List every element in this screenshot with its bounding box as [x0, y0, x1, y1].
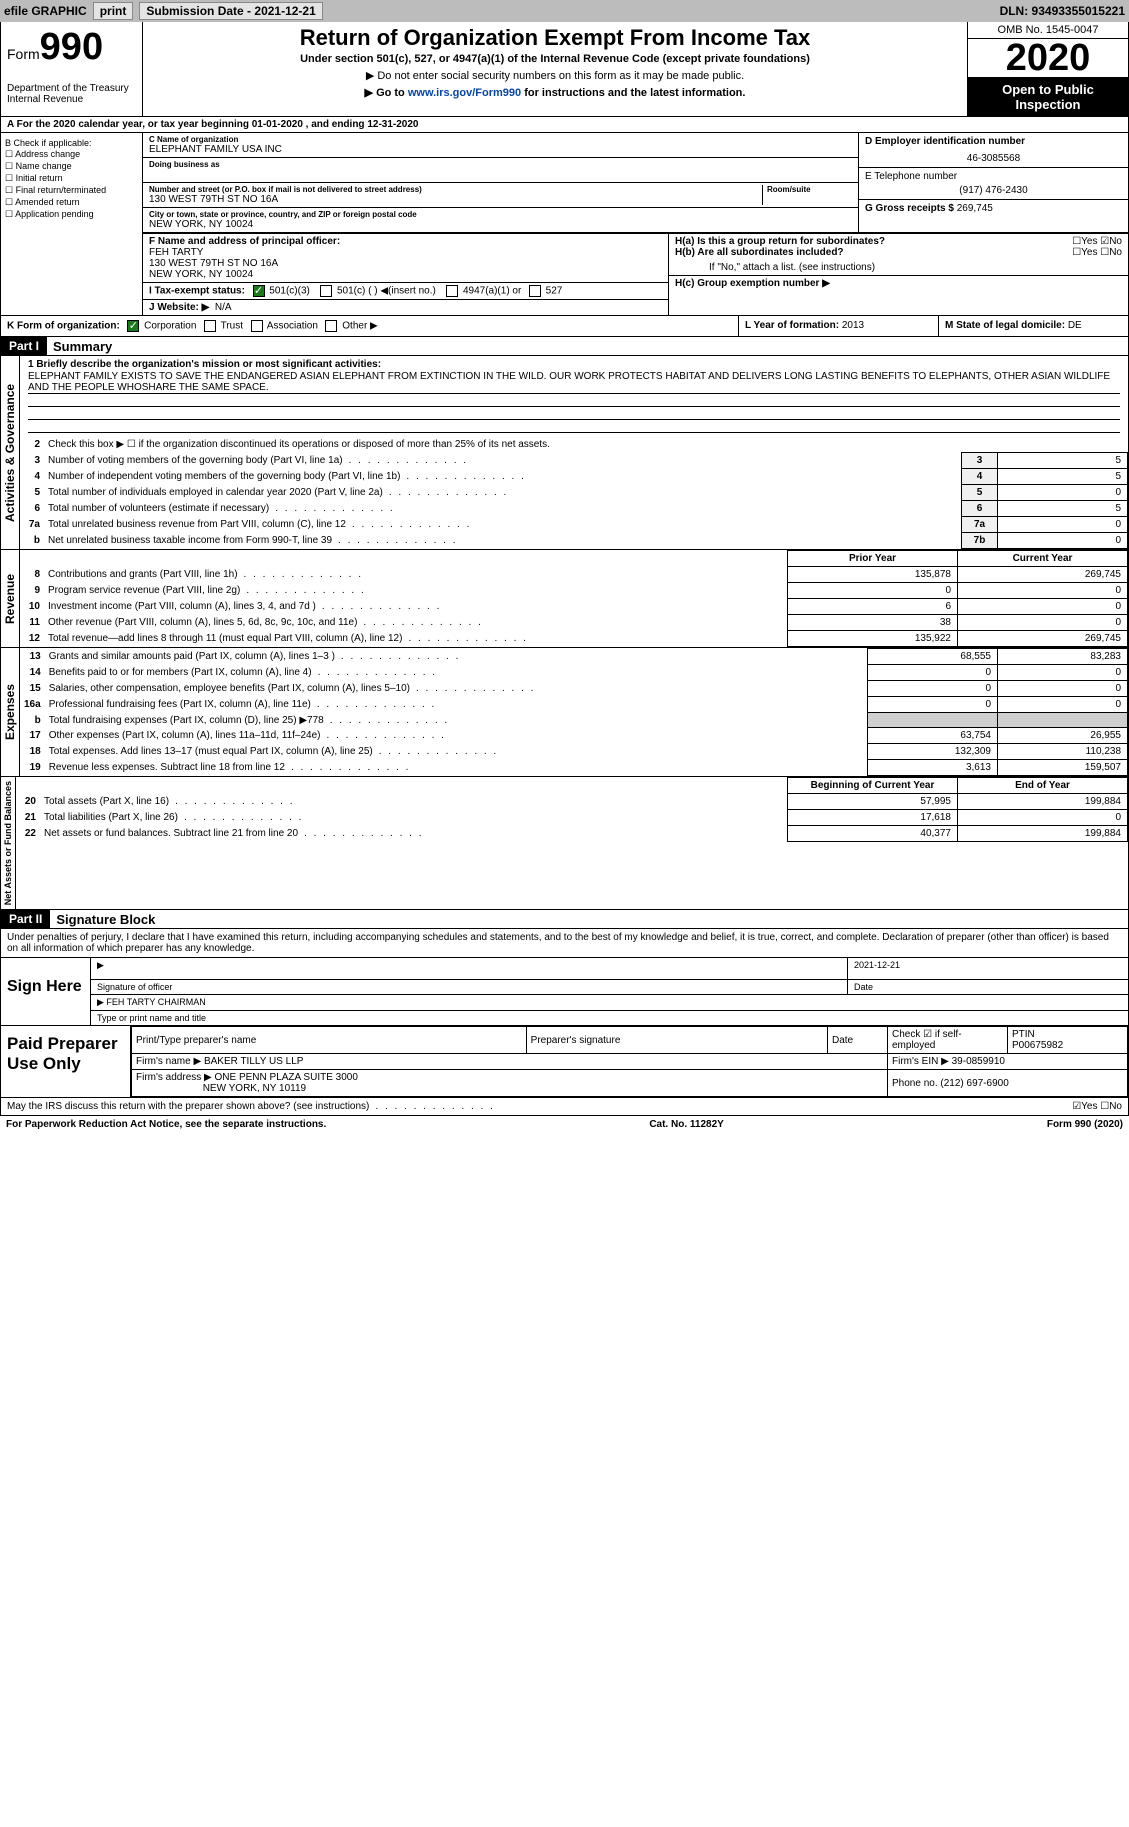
firm-name: BAKER TILLY US LLP — [204, 1056, 304, 1067]
efile-label: efile GRAPHIC — [4, 4, 87, 18]
row-m: M State of legal domicile: DE — [938, 316, 1128, 336]
sig-officer-name: FEH TARTY CHAIRMAN — [106, 997, 205, 1007]
col-b-header: B Check if applicable: — [5, 138, 138, 148]
prep-selfemployed[interactable]: Check ☑ if self-employed — [888, 1027, 1008, 1054]
topbar: efile GRAPHIC print Submission Date - 20… — [0, 0, 1129, 22]
chk-corp[interactable]: ✓ — [127, 320, 139, 332]
open-to-public: Open to Public Inspection — [968, 78, 1128, 116]
firm-phone: (212) 697-6900 — [940, 1078, 1008, 1089]
footer: For Paperwork Reduction Act Notice, see … — [0, 1116, 1129, 1133]
tax-year: 2020 — [968, 39, 1128, 78]
street-address: 130 WEST 79TH ST NO 16A — [149, 194, 762, 205]
ptin: P00675982 — [1012, 1040, 1063, 1051]
form-number: 990 — [40, 26, 103, 68]
prep-name-h: Print/Type preparer's name — [132, 1027, 527, 1054]
netassets-table: Beginning of Current YearEnd of Year20To… — [16, 777, 1128, 842]
chk-other[interactable] — [325, 320, 337, 332]
part-ii-header: Part II — [1, 910, 50, 928]
row-i-tax-exempt: I Tax-exempt status: ✓ 501(c)(3) 501(c) … — [143, 283, 668, 300]
city-state-zip: NEW YORK, NY 10024 — [149, 219, 852, 230]
dln: DLN: 93493355015221 — [1000, 4, 1125, 18]
org-name: ELEPHANT FAMILY USA INC — [149, 144, 852, 155]
mission-text: ELEPHANT FAMILY EXISTS TO SAVE THE ENDAN… — [28, 371, 1120, 394]
col-b-checkboxes: B Check if applicable: ☐ Address change … — [1, 133, 143, 315]
chk-address-change[interactable]: ☐ Address change — [5, 149, 138, 160]
may-discuss: May the IRS discuss this return with the… — [7, 1101, 495, 1112]
prep-sig-h: Preparer's signature — [526, 1027, 827, 1054]
chk-final-return[interactable]: ☐ Final return/terminated — [5, 185, 138, 196]
chk-initial-return[interactable]: ☐ Initial return — [5, 173, 138, 184]
form-title: Return of Organization Exempt From Incom… — [151, 25, 959, 51]
h-a: H(a) Is this a group return for subordin… — [675, 236, 885, 247]
governance-table: 2Check this box ▶ ☐ if the organization … — [20, 437, 1128, 549]
vlabel-expenses: Expenses — [1, 648, 20, 776]
h-b: H(b) Are all subordinates included? — [675, 247, 844, 258]
part-i-title: Summary — [47, 339, 112, 354]
chk-527[interactable] — [529, 285, 541, 297]
officer-name: FEH TARTY — [149, 247, 203, 258]
vlabel-revenue: Revenue — [1, 550, 20, 647]
expenses-table: 13Grants and similar amounts paid (Part … — [20, 648, 1128, 776]
revenue-table: Prior YearCurrent Year8Contributions and… — [20, 550, 1128, 647]
may-discuss-answer[interactable]: ☑Yes ☐No — [1072, 1101, 1122, 1112]
firm-ein: 39-0859910 — [952, 1056, 1005, 1067]
vlabel-governance: Activities & Governance — [1, 356, 20, 549]
sign-here-label: Sign Here — [1, 958, 91, 1025]
no-ssn-notice: ▶ Do not enter social security numbers o… — [151, 69, 959, 82]
h-b-answer[interactable]: ☐Yes ☐No — [1072, 247, 1122, 258]
telephone: (917) 476-2430 — [865, 185, 1122, 196]
ein: 46-3085568 — [865, 153, 1122, 164]
row-l: L Year of formation: 2013 — [738, 316, 938, 336]
submission-date: Submission Date - 2021-12-21 — [139, 2, 322, 20]
form-header: Form990 Department of the Treasury Inter… — [0, 22, 1129, 117]
firm-address: ONE PENN PLAZA SUITE 3000 — [215, 1072, 358, 1083]
chk-name-change[interactable]: ☐ Name change — [5, 161, 138, 172]
dept-treasury: Department of the Treasury Internal Reve… — [7, 83, 136, 105]
chk-4947[interactable] — [446, 285, 458, 297]
chk-app-pending[interactable]: ☐ Application pending — [5, 209, 138, 220]
vlabel-netassets: Net Assets or Fund Balances — [1, 777, 16, 909]
h-a-answer[interactable]: ☐Yes ☑No — [1072, 236, 1122, 247]
row-k: K Form of organization: ✓ Corporation Tr… — [1, 316, 738, 336]
identity-block: B Check if applicable: ☐ Address change … — [0, 133, 1129, 316]
paid-preparer-label: Paid Preparer Use Only — [1, 1026, 131, 1097]
h-b-note: If "No," attach a list. (see instruction… — [669, 260, 1128, 276]
prep-date-h: Date — [828, 1027, 888, 1054]
signature-declaration: Under penalties of perjury, I declare th… — [0, 929, 1129, 958]
chk-amended[interactable]: ☐ Amended return — [5, 197, 138, 208]
chk-501c[interactable] — [320, 285, 332, 297]
row-j-website: J Website: ▶ N/A — [143, 300, 668, 315]
chk-trust[interactable] — [204, 320, 216, 332]
print-button[interactable]: print — [93, 2, 134, 20]
chk-assoc[interactable] — [251, 320, 263, 332]
part-i-header: Part I — [1, 337, 47, 355]
h-c: H(c) Group exemption number ▶ — [675, 278, 830, 289]
sig-officer-label: Signature of officer — [91, 980, 847, 994]
sig-date: 2021-12-21 — [848, 958, 1128, 980]
mission-question: 1 Briefly describe the organization's mi… — [28, 359, 1120, 370]
irs-link[interactable]: www.irs.gov/Form990 — [408, 87, 521, 99]
gross-receipts: 269,745 — [957, 203, 993, 214]
form-subtitle: Under section 501(c), 527, or 4947(a)(1)… — [151, 53, 959, 65]
row-a-taxyear: A For the 2020 calendar year, or tax yea… — [0, 117, 1129, 133]
goto-link-row: ▶ Go to www.irs.gov/Form990 for instruct… — [151, 86, 959, 99]
chk-501c3[interactable]: ✓ — [253, 285, 265, 297]
dba-label: Doing business as — [149, 160, 852, 169]
part-ii-title: Signature Block — [50, 912, 155, 927]
